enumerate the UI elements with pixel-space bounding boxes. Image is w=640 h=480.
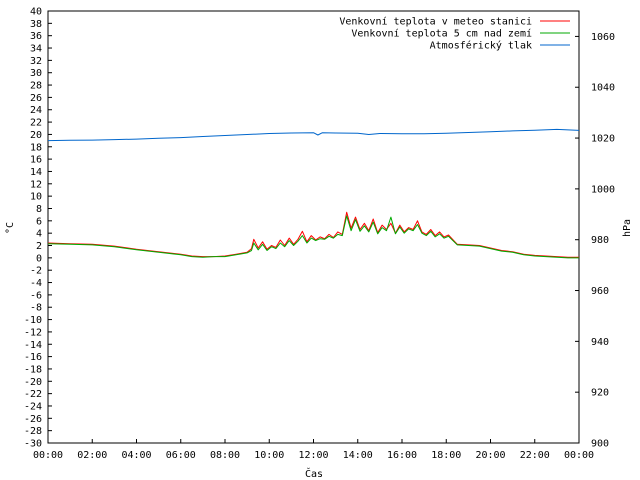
left-tick-label: 24 — [30, 105, 42, 116]
x-tick-label: 20:00 — [475, 450, 505, 461]
right-tick-label: 980 — [591, 235, 609, 246]
left-tick-label: 28 — [30, 81, 42, 92]
y2-axis-label: hPa — [622, 219, 633, 237]
x-axis-ticks: 00:00 02:00 04:00 06:00 08:00 10:00 12:00 14:00… — [33, 439, 594, 461]
left-tick-label: 22 — [30, 118, 42, 129]
left-tick-label: 34 — [30, 44, 42, 55]
x-tick-label: 22:00 — [520, 450, 550, 461]
right-tick-label: 940 — [591, 337, 609, 348]
x-tick-label: 04:00 — [121, 450, 151, 461]
plot-frame — [47, 10, 580, 444]
left-tick-label: -28 — [24, 426, 42, 437]
right-tick-label: 920 — [591, 388, 609, 399]
left-tick-label: -10 — [24, 315, 42, 326]
left-tick-label: -22 — [24, 389, 42, 400]
legend: Venkovní teplota v meteo staniciVenkovní… — [339, 16, 570, 52]
left-tick-label: 30 — [30, 68, 42, 79]
left-tick-label: 32 — [30, 56, 42, 67]
plot-border — [47, 10, 580, 444]
x-tick-label: 00:00 — [564, 450, 594, 461]
left-tick-label: 26 — [30, 93, 42, 104]
right-tick-label: 1000 — [591, 184, 615, 195]
x-axis-label: Čas — [305, 467, 323, 480]
x-tick-label: 10:00 — [254, 450, 284, 461]
right-tick-label: 1060 — [591, 32, 615, 43]
right-tick-label: 900 — [591, 439, 609, 450]
series-line-1 — [47, 215, 579, 259]
left-tick-label: 16 — [30, 155, 42, 166]
left-tick-label: -2 — [30, 266, 42, 277]
series-layer — [47, 128, 580, 259]
right-tick-label: 1040 — [591, 83, 615, 94]
left-tick-label: 40 — [30, 7, 42, 18]
y-axis-label: °C — [5, 222, 16, 234]
left-tick-label: 10 — [30, 192, 42, 203]
x-tick-label: 08:00 — [210, 450, 240, 461]
legend-label: Atmosférický tlak — [430, 40, 532, 52]
left-tick-label: -30 — [24, 439, 42, 450]
left-tick-label: 6 — [36, 216, 42, 227]
left-tick-label: -12 — [24, 327, 42, 338]
left-tick-label: -8 — [30, 303, 42, 314]
x-tick-label: 18:00 — [431, 450, 461, 461]
left-tick-label: 18 — [30, 142, 42, 153]
x-tick-label: 14:00 — [343, 450, 373, 461]
right-tick-label: 1020 — [591, 134, 615, 145]
left-tick-label: 8 — [36, 204, 42, 215]
x-tick-label: 02:00 — [77, 450, 107, 461]
x-tick-label: 16:00 — [387, 450, 417, 461]
left-tick-label: 20 — [30, 130, 42, 141]
left-tick-label: 38 — [30, 19, 42, 30]
left-tick-label: 4 — [36, 229, 42, 240]
legend-label: Venkovní teplota 5 cm nad zemí — [351, 28, 532, 40]
left-tick-label: 2 — [36, 241, 42, 252]
left-tick-label: -16 — [24, 352, 42, 363]
left-tick-label: 36 — [30, 31, 42, 42]
legend-label: Venkovní teplota v meteo stanici — [339, 16, 532, 28]
left-axis-ticks: -30-28-26-24-22-20-18-16-14-12-10-8-6-4-… — [24, 7, 52, 450]
series-line-0 — [47, 211, 579, 258]
left-tick-label: -4 — [30, 278, 42, 289]
left-tick-label: 12 — [30, 179, 42, 190]
left-tick-label: -14 — [24, 340, 42, 351]
right-tick-label: 960 — [591, 286, 609, 297]
right-axis-ticks: 900 920 940 960 980 1000 1020 1040 1060 — [575, 32, 615, 450]
left-tick-label: -18 — [24, 364, 42, 375]
left-tick-label: 0 — [36, 253, 42, 264]
x-tick-label: 06:00 — [166, 450, 196, 461]
left-tick-label: -6 — [30, 290, 42, 301]
series-line-2 — [47, 128, 580, 142]
left-tick-label: 14 — [30, 167, 42, 178]
x-tick-label: 00:00 — [33, 450, 63, 461]
x-tick-label: 12:00 — [298, 450, 328, 461]
left-tick-label: -20 — [24, 377, 42, 388]
left-tick-label: -24 — [24, 401, 42, 412]
left-tick-label: -26 — [24, 414, 42, 425]
